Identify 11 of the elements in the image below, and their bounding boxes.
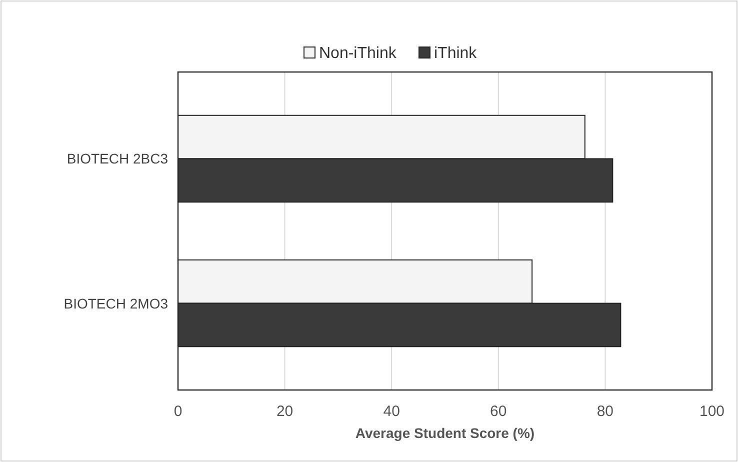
x-tick-label: 100 [699, 403, 725, 420]
legend-label: Non-iThink [319, 45, 398, 62]
x-tick-label: 40 [383, 403, 400, 420]
y-tick-label: BIOTECH 2MO3 [64, 295, 168, 312]
x-tick-label: 60 [490, 403, 507, 420]
x-axis-title: Average Student Score (%) [355, 425, 535, 441]
x-tick-label: 0 [174, 403, 182, 420]
x-tick-label: 20 [276, 403, 294, 420]
y-tick-label: BIOTECH 2BC3 [66, 150, 168, 167]
x-tick-label: 80 [596, 403, 614, 420]
legend-label: iThink [434, 45, 478, 62]
